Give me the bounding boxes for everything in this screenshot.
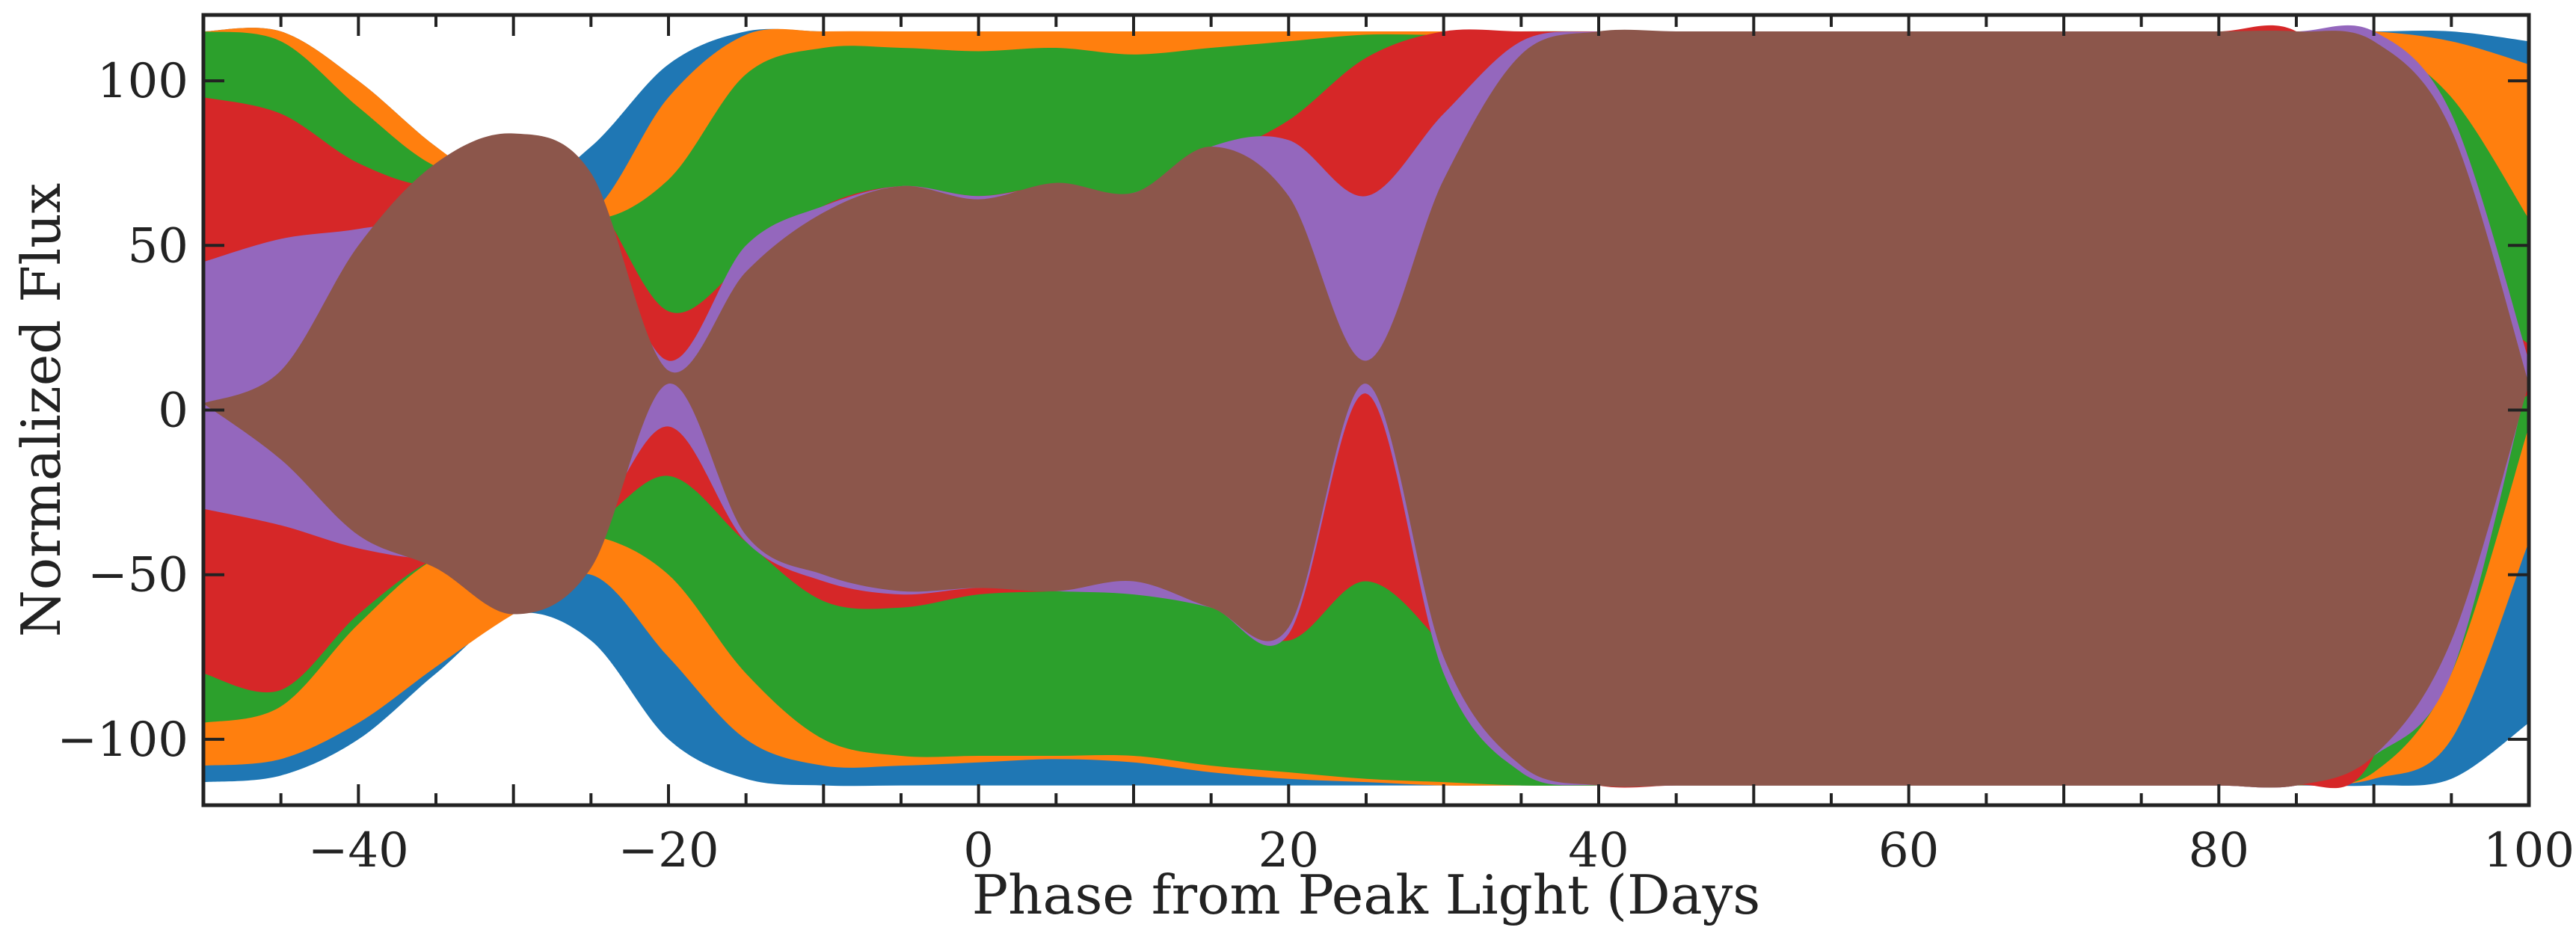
y-tick-label: −100 [57, 712, 188, 768]
area-bands [203, 25, 2529, 789]
x-tick-label: 0 [963, 823, 994, 878]
axis-ticks [202, 15, 2530, 805]
x-tick-label: −40 [308, 823, 409, 878]
plot-frame [201, 13, 2531, 807]
y-tick-labels: −100 −50 0 50 100 [57, 54, 188, 768]
y-tick-label: 100 [97, 54, 188, 109]
x-tick-label: 60 [1878, 823, 1939, 878]
x-tick-label: 40 [1568, 823, 1629, 878]
area-band-6 [203, 29, 2529, 788]
x-tick-label: −20 [618, 823, 719, 878]
x-axis-label: Phase from Peak Light (Days [972, 864, 1761, 926]
x-tick-label: 20 [1258, 823, 1319, 878]
y-tick-label: 50 [128, 218, 188, 274]
y-tick-label: −50 [87, 548, 188, 603]
y-tick-label: 0 [158, 384, 188, 439]
x-tick-labels: −40 −20 0 20 40 60 80 100 [308, 823, 2575, 878]
x-tick-label: 100 [2483, 823, 2575, 878]
x-tick-label: 80 [2189, 823, 2249, 878]
y-axis-label: Normalized Flux [10, 183, 73, 638]
